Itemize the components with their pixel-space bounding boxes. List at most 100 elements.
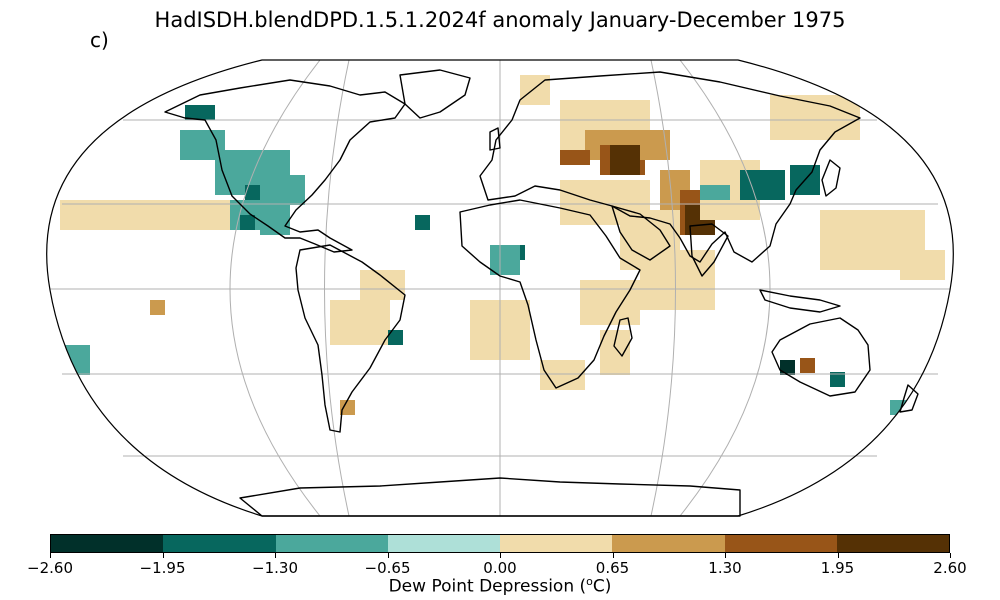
- anomaly-cell: [640, 265, 655, 280]
- anomaly-cell: [90, 215, 105, 230]
- anomaly-cell: [790, 165, 805, 180]
- anomaly-cell: [330, 330, 345, 345]
- anomaly-cell: [415, 215, 430, 230]
- anomaly-cell: [755, 185, 770, 200]
- anomaly-cell: [910, 225, 925, 240]
- anomaly-cell: [620, 225, 635, 240]
- colorbar-tick-label: 2.60: [933, 559, 967, 577]
- anomaly-cell: [815, 110, 830, 125]
- anomaly-cell: [715, 185, 730, 200]
- anomaly-cell: [515, 300, 530, 315]
- colorbar-tick-mark: [837, 553, 839, 558]
- anomaly-cell: [740, 185, 755, 200]
- anomaly-cell: [700, 280, 715, 295]
- colorbar-tick-label: −1.95: [139, 559, 186, 577]
- anomaly-cell: [700, 265, 715, 280]
- anomaly-cell: [880, 240, 895, 255]
- anomaly-cell: [660, 170, 675, 185]
- world-map: [46, 59, 954, 517]
- anomaly-cell: [620, 240, 635, 255]
- colorbar-tick-mark: [50, 553, 51, 558]
- anomaly-cell: [850, 255, 865, 270]
- colorbar-tick-label: −1.30: [252, 559, 298, 577]
- anomaly-cell: [615, 330, 630, 345]
- anomaly-cell: [535, 90, 550, 105]
- anomaly-cell: [670, 265, 685, 280]
- anomaly-cell: [180, 200, 195, 215]
- anomaly-cell: [260, 150, 275, 165]
- colorbar-tick-label: 0.00: [483, 559, 517, 577]
- anomaly-cell: [930, 250, 945, 265]
- anomaly-cell: [880, 225, 895, 240]
- anomaly-cell: [865, 240, 880, 255]
- anomaly-cell: [625, 145, 640, 160]
- anomaly-cell: [685, 220, 700, 235]
- anomaly-cell: [240, 215, 255, 230]
- anomaly-cell: [850, 225, 865, 240]
- anomaly-cell: [245, 200, 260, 215]
- anomaly-cell: [620, 115, 635, 130]
- anomaly-cell: [680, 190, 695, 205]
- anomaly-cell: [610, 280, 625, 295]
- anomaly-cell: [835, 210, 850, 225]
- anomaly-cell: [595, 295, 610, 310]
- anomaly-cell: [388, 330, 403, 345]
- anomaly-cell: [865, 225, 880, 240]
- anomaly-cell: [895, 210, 910, 225]
- anomaly-cell: [560, 100, 575, 115]
- anomaly-cell: [485, 300, 500, 315]
- anomaly-cell: [800, 125, 815, 140]
- colorbar: [50, 534, 950, 553]
- anomaly-cell: [180, 130, 195, 145]
- anomaly-cell: [575, 100, 590, 115]
- anomaly-cell: [200, 105, 215, 120]
- anomaly-cell: [500, 330, 515, 345]
- anomaly-cell: [260, 175, 275, 190]
- anomaly-cell: [785, 125, 800, 140]
- anomaly-cell: [375, 315, 390, 330]
- anomaly-cell: [540, 360, 555, 375]
- anomaly-cell: [845, 125, 860, 140]
- anomaly-cell: [515, 315, 530, 330]
- anomaly-cell: [500, 315, 515, 330]
- anomaly-cell: [835, 255, 850, 270]
- anomaly-cell: [330, 300, 345, 315]
- anomaly-cell: [275, 205, 290, 220]
- anomaly-cell: [210, 200, 225, 215]
- anomaly-cell: [360, 270, 375, 285]
- anomaly-cell: [610, 310, 625, 325]
- anomaly-cell: [800, 95, 815, 110]
- anomaly-cell: [245, 165, 260, 180]
- anomaly-cell: [75, 200, 90, 215]
- anomaly-cell: [820, 225, 835, 240]
- anomaly-cell: [655, 265, 670, 280]
- anomaly-cell: [880, 255, 895, 270]
- anomaly-cell: [635, 115, 650, 130]
- anomaly-cell: [785, 110, 800, 125]
- anomaly-cell: [815, 125, 830, 140]
- anomaly-cell: [245, 150, 260, 165]
- anomaly-cell: [230, 180, 245, 195]
- anomaly-cell: [75, 215, 90, 230]
- anomaly-cell: [275, 175, 290, 190]
- anomaly-cell: [515, 330, 530, 345]
- anomaly-cell: [590, 100, 605, 115]
- anomaly-cell: [805, 180, 820, 195]
- anomaly-cell: [375, 300, 390, 315]
- anomaly-cell: [360, 330, 375, 345]
- anomaly-cell: [895, 225, 910, 240]
- anomaly-cell: [605, 100, 620, 115]
- anomaly-cell: [640, 280, 655, 295]
- anomaly-cell: [625, 280, 640, 295]
- colorbar-tick-mark: [500, 553, 501, 558]
- anomaly-cell: [485, 315, 500, 330]
- anomaly-cell: [700, 205, 715, 220]
- anomaly-cell: [780, 360, 795, 375]
- anomaly-cell: [600, 330, 615, 345]
- anomaly-cell: [120, 215, 135, 230]
- anomaly-cell: [655, 280, 670, 295]
- anomaly-cell: [590, 180, 605, 195]
- anomaly-cell: [815, 95, 830, 110]
- anomaly-cell: [650, 225, 665, 240]
- anomaly-cell: [590, 210, 605, 225]
